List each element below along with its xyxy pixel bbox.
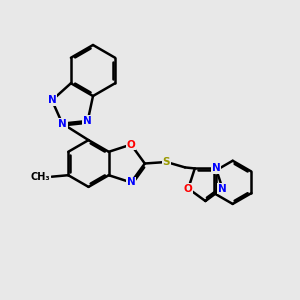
Text: N: N — [127, 177, 135, 188]
Text: N: N — [48, 95, 56, 105]
Text: N: N — [218, 184, 227, 194]
Text: O: O — [127, 140, 135, 150]
Text: O: O — [184, 184, 193, 194]
Text: S: S — [163, 157, 170, 167]
Text: CH₃: CH₃ — [31, 172, 50, 182]
Text: N: N — [83, 116, 92, 126]
Text: N: N — [212, 164, 220, 173]
Text: N: N — [58, 118, 67, 129]
